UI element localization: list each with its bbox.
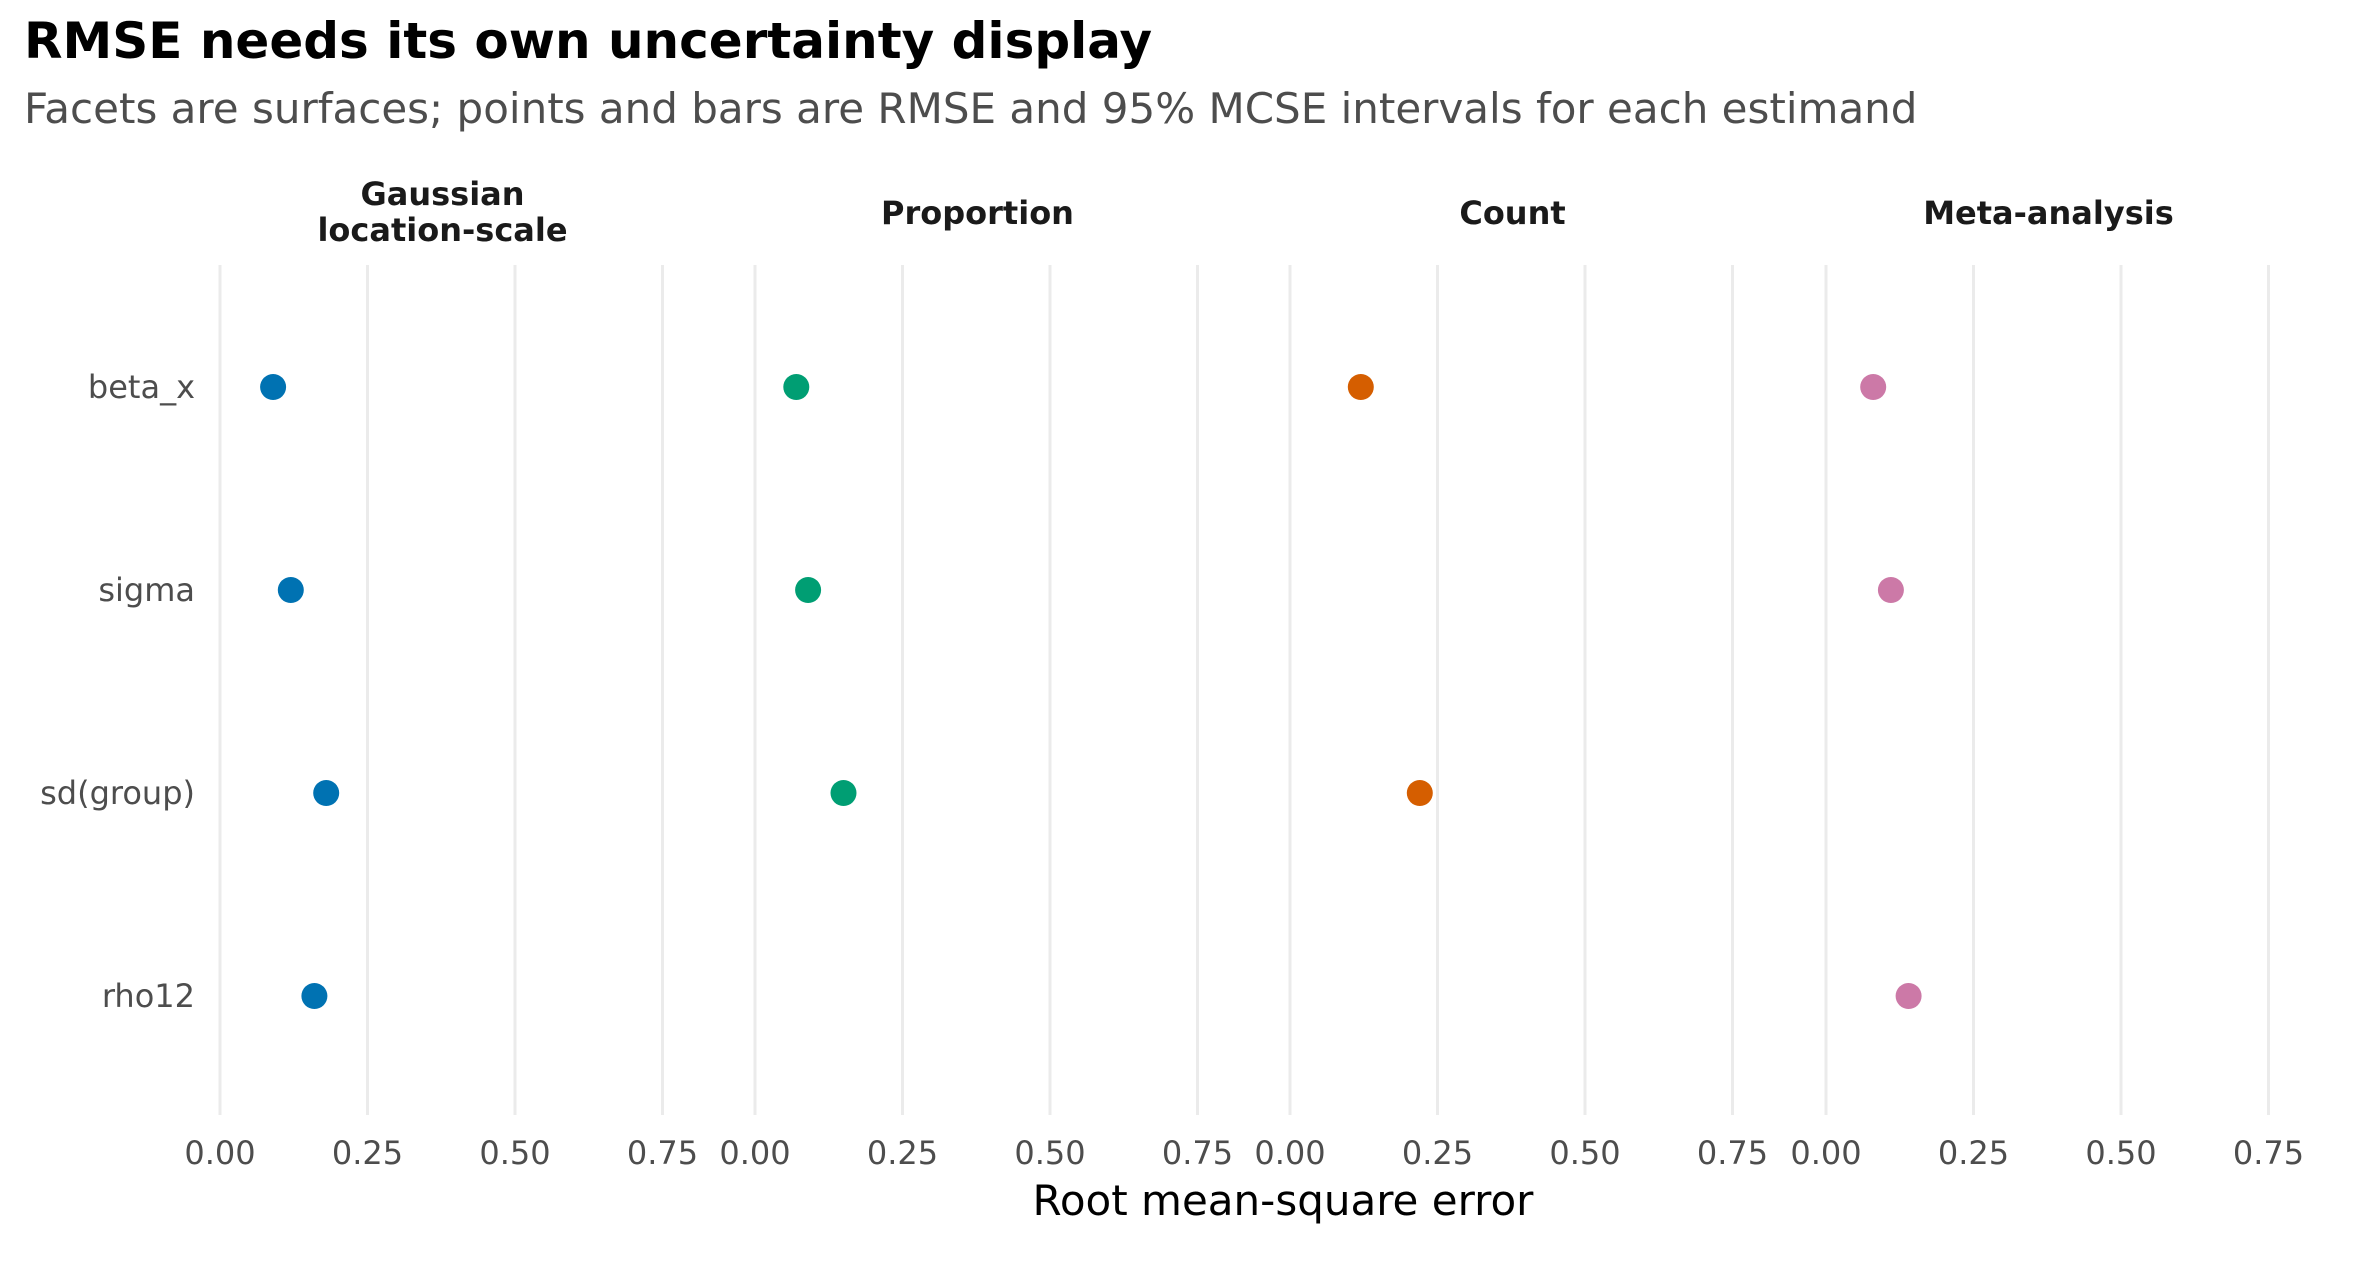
facet-strip-label-line: Proportion — [881, 194, 1074, 232]
x-tick-label: 0.00 — [1790, 1134, 1861, 1172]
facet-strip-label: Proportion — [881, 194, 1074, 232]
x-tick-label: 0.00 — [184, 1134, 255, 1172]
data-point — [1877, 577, 1904, 603]
x-tick-label: 0.50 — [1549, 1134, 1620, 1172]
x-tick-label: 0.50 — [479, 1134, 550, 1172]
facet-strip-label: Meta-analysis — [1923, 194, 2174, 232]
x-axis-title: Root mean-square error — [1033, 1176, 1535, 1225]
x-tick-label: 0.75 — [1697, 1134, 1768, 1172]
data-point — [260, 374, 287, 400]
x-tick-label: 0.25 — [1938, 1134, 2009, 1172]
y-axis-label: sd(group) — [40, 774, 195, 812]
data-point — [795, 577, 822, 603]
chart-subtitle: Facets are surfaces; points and bars are… — [24, 84, 1918, 133]
y-axis-label: sigma — [98, 571, 195, 609]
facet-strip-label-line: Count — [1459, 194, 1565, 232]
facet-strip-label: Count — [1459, 194, 1565, 232]
data-point — [1347, 374, 1374, 400]
data-point — [783, 374, 810, 400]
facet-strip-label-line: location-scale — [317, 211, 567, 249]
y-axis-label: beta_x — [88, 368, 195, 406]
y-axis-label: rho12 — [102, 977, 195, 1015]
data-point — [277, 577, 304, 603]
facet-strip-label-line: Meta-analysis — [1923, 194, 2174, 232]
data-point — [830, 780, 857, 806]
x-tick-label: 0.75 — [1162, 1134, 1233, 1172]
facet-strip-label-line: Gaussian — [360, 175, 524, 213]
data-point — [1895, 983, 1922, 1009]
x-tick-label: 0.25 — [332, 1134, 403, 1172]
x-tick-label: 0.75 — [2233, 1134, 2304, 1172]
x-tick-label: 0.00 — [719, 1134, 790, 1172]
data-point — [301, 983, 328, 1009]
x-tick-label: 0.50 — [1014, 1134, 1085, 1172]
facet-strip-label: Gaussian location-scale — [317, 175, 567, 249]
data-point — [313, 780, 340, 806]
chart-title: RMSE needs its own uncertainty display — [24, 12, 1153, 70]
data-point — [1406, 780, 1433, 806]
x-tick-label: 0.00 — [1254, 1134, 1325, 1172]
x-tick-label: 0.75 — [627, 1134, 698, 1172]
x-tick-label: 0.50 — [2085, 1134, 2156, 1172]
x-tick-label: 0.25 — [867, 1134, 938, 1172]
x-tick-label: 0.25 — [1402, 1134, 1473, 1172]
data-point — [1860, 374, 1887, 400]
